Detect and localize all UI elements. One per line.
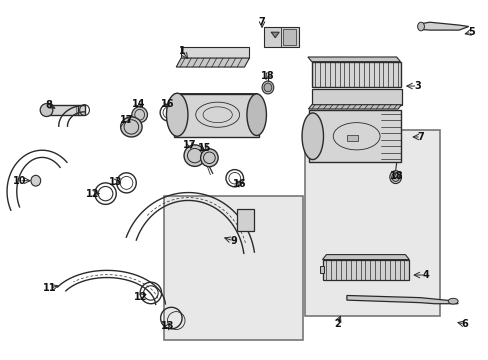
Bar <box>163 196 303 339</box>
Text: 7: 7 <box>258 17 265 27</box>
Ellipse shape <box>31 175 41 186</box>
Polygon shape <box>311 62 400 87</box>
Polygon shape <box>418 22 468 30</box>
Polygon shape <box>311 89 401 105</box>
Text: 18: 18 <box>261 71 274 81</box>
Ellipse shape <box>391 173 399 181</box>
Text: 2: 2 <box>333 319 340 329</box>
Text: 16: 16 <box>161 99 174 109</box>
Polygon shape <box>271 32 279 38</box>
Text: 10: 10 <box>13 176 26 186</box>
Polygon shape <box>181 47 249 58</box>
Ellipse shape <box>121 117 142 137</box>
Text: 6: 6 <box>461 319 468 329</box>
Text: 1: 1 <box>178 46 185 56</box>
Text: 12: 12 <box>85 189 99 199</box>
Ellipse shape <box>40 104 53 117</box>
Bar <box>346 135 357 141</box>
Text: 8: 8 <box>45 100 52 110</box>
Ellipse shape <box>417 22 424 31</box>
Text: 4: 4 <box>422 270 428 280</box>
Text: 17: 17 <box>120 115 133 125</box>
Ellipse shape <box>389 171 401 184</box>
Polygon shape <box>173 94 259 137</box>
Text: 11: 11 <box>42 283 56 293</box>
Text: 7: 7 <box>417 132 424 142</box>
Ellipse shape <box>302 113 323 159</box>
Ellipse shape <box>262 81 273 94</box>
Text: 9: 9 <box>230 236 237 246</box>
Ellipse shape <box>264 83 271 92</box>
Polygon shape <box>307 57 400 62</box>
Polygon shape <box>322 260 408 280</box>
Ellipse shape <box>246 94 266 135</box>
Ellipse shape <box>183 145 205 166</box>
Ellipse shape <box>447 298 457 304</box>
Text: 3: 3 <box>413 81 420 91</box>
Text: 13: 13 <box>108 177 122 187</box>
Ellipse shape <box>132 107 147 123</box>
Text: 12: 12 <box>134 292 147 302</box>
Bar <box>305 130 439 316</box>
Ellipse shape <box>166 93 187 136</box>
Polygon shape <box>308 110 400 162</box>
Polygon shape <box>308 105 401 109</box>
Text: 14: 14 <box>131 99 144 109</box>
Text: 15: 15 <box>197 143 211 153</box>
Polygon shape <box>45 105 84 116</box>
Text: 17: 17 <box>183 140 196 150</box>
Polygon shape <box>237 209 254 231</box>
Polygon shape <box>346 296 457 304</box>
Bar <box>282 29 296 45</box>
Text: 18: 18 <box>389 171 403 181</box>
Polygon shape <box>322 255 408 260</box>
Text: 13: 13 <box>161 321 174 331</box>
Polygon shape <box>320 266 324 273</box>
Text: 5: 5 <box>468 27 474 37</box>
Text: 16: 16 <box>232 179 246 189</box>
Polygon shape <box>176 58 249 67</box>
Ellipse shape <box>200 149 218 167</box>
Bar <box>264 27 299 47</box>
